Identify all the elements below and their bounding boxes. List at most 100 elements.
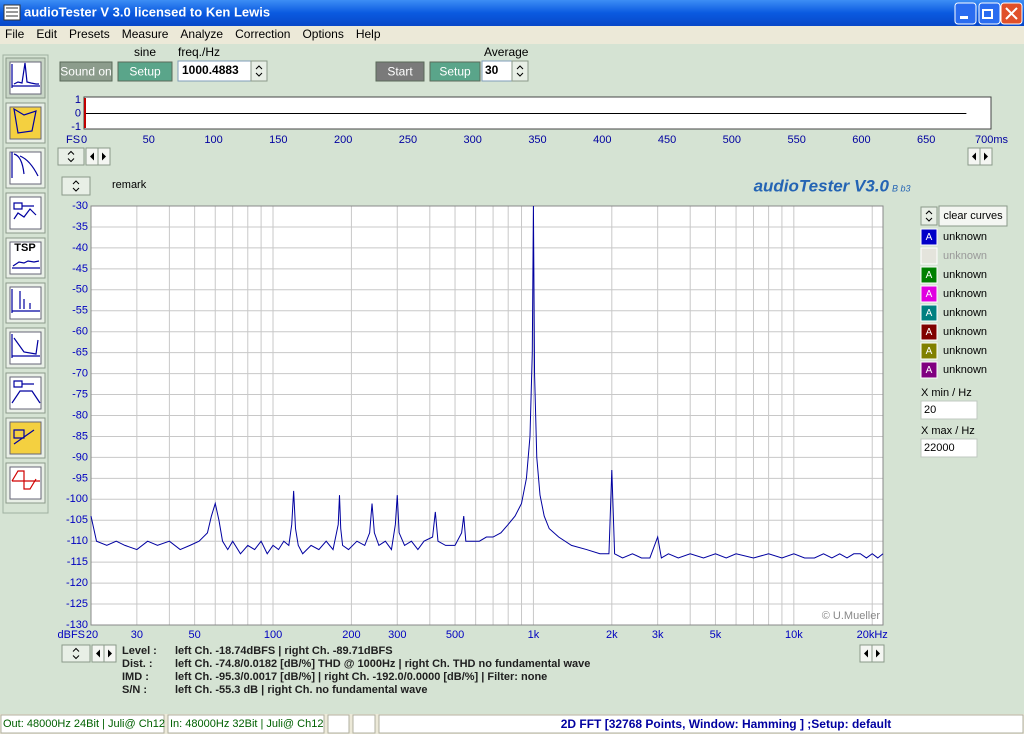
y-tick-label: -130 xyxy=(66,619,88,631)
status-out: Out: 48000Hz 24Bit | Juli@ Ch12 xyxy=(3,718,165,730)
scroll-arrow xyxy=(108,649,112,658)
setup-button[interactable] xyxy=(117,61,173,82)
curve-label: unknown xyxy=(943,269,987,281)
curve-swatch[interactable] xyxy=(920,342,938,360)
scope-x-tick-label: 250 xyxy=(399,134,417,146)
info-value: left Ch. -18.74dBFS | right Ch. -89.71dB… xyxy=(175,645,393,657)
curve-swatch[interactable] xyxy=(920,304,938,322)
scope-x-tick-label: 200 xyxy=(334,134,352,146)
y-tick-label: -75 xyxy=(72,388,88,400)
menu-bar xyxy=(0,26,1024,44)
x-tick-label: 20kHz xyxy=(857,629,888,641)
menu-item: Analyze xyxy=(180,27,223,41)
spectrum-line xyxy=(90,205,884,559)
plot-border xyxy=(90,205,884,626)
clear-curves-button[interactable] xyxy=(938,205,1008,227)
tool-icon-glyph xyxy=(11,62,40,88)
scope-x-tick-label: 600 xyxy=(852,134,870,146)
y-tick-label: -70 xyxy=(72,368,88,380)
y-tick-label: -100 xyxy=(66,493,88,505)
info-label: S/N : xyxy=(122,684,147,696)
remark-label: remark xyxy=(112,179,147,191)
scroll-arrow xyxy=(90,152,94,161)
spin-button[interactable] xyxy=(511,60,529,82)
scope-x-tick-label: 550 xyxy=(787,134,805,146)
spin-arrows xyxy=(67,150,75,163)
scope-unit-label: FS xyxy=(66,134,80,146)
curve-letter: A xyxy=(926,308,933,319)
freq-value: 1000.4883 xyxy=(182,63,239,77)
xmax-input[interactable] xyxy=(920,438,978,458)
xmax-label: X max / Hz xyxy=(921,425,975,437)
curve-swatch[interactable] xyxy=(920,361,938,379)
x-tick-label: 200 xyxy=(342,629,360,641)
spin-button[interactable] xyxy=(61,644,91,663)
menu-item: File xyxy=(5,27,25,41)
scope-x-tick-label: 650 xyxy=(917,134,935,146)
spin-button[interactable] xyxy=(57,147,85,166)
tool-icon-label: TSP xyxy=(14,242,35,254)
tool-icon-glyph xyxy=(11,380,41,404)
curve-swatch[interactable] xyxy=(920,228,938,246)
x-tick-label: 300 xyxy=(388,629,406,641)
window-title: audioTester V 3.0 licensed to Ken Lewis xyxy=(24,4,270,19)
y-tick-label: -105 xyxy=(66,514,88,526)
curve-swatch[interactable] xyxy=(920,266,938,284)
y-tick-label: -80 xyxy=(72,409,88,421)
info-label: Dist. : xyxy=(122,658,153,670)
curve-label: unknown xyxy=(943,345,987,357)
close-glyph xyxy=(1005,7,1018,20)
sound-on-button[interactable] xyxy=(59,61,113,82)
curve-label: unknown xyxy=(943,326,987,338)
spin-arrows xyxy=(72,647,80,660)
scroll-arrow xyxy=(102,152,106,161)
start-button[interactable] xyxy=(375,61,425,82)
x-tick-label: 3k xyxy=(652,629,664,641)
status-panel xyxy=(352,714,376,734)
spin-button[interactable] xyxy=(920,206,938,226)
curve-swatch[interactable] xyxy=(920,323,938,341)
setup-button-label: Setup xyxy=(439,65,471,79)
info-value: left Ch. -55.3 dB | right Ch. no fundame… xyxy=(175,684,427,696)
y-tick-label: -125 xyxy=(66,598,88,610)
scope-x-tick-label: 50 xyxy=(143,134,155,146)
menu-item: Edit xyxy=(36,27,57,41)
curve-swatch[interactable] xyxy=(920,247,938,265)
scope-x-tick-label: 0 xyxy=(81,134,87,146)
menu-item: Measure xyxy=(122,27,169,41)
title-bar xyxy=(0,0,1024,26)
setup-button[interactable] xyxy=(429,61,481,82)
scroll-arrow xyxy=(864,649,868,658)
y-tick-label: -50 xyxy=(72,284,88,296)
minimize-glyph xyxy=(960,16,968,19)
curve-letter: A xyxy=(926,327,933,338)
spin-button[interactable] xyxy=(250,60,268,82)
brand: audioTester V3.0 xyxy=(754,176,890,195)
scope-x-tick-label: 350 xyxy=(528,134,546,146)
tool-icon-glyph xyxy=(11,289,40,313)
xmin-input[interactable] xyxy=(920,400,978,420)
curve-swatch[interactable] xyxy=(920,285,938,303)
tool-icon-glyph xyxy=(12,260,40,269)
spin-button[interactable] xyxy=(61,176,91,196)
xmax-value: 22000 xyxy=(924,442,955,454)
curve-letter: A xyxy=(926,365,933,376)
y-tick-label: -65 xyxy=(72,347,88,359)
tool-icon-glyph xyxy=(11,334,40,358)
tool-icon-glyph xyxy=(13,107,37,134)
x-tick-label: 20 xyxy=(86,629,98,641)
xmin-value: 20 xyxy=(924,404,936,416)
copyright: © U.Mueller xyxy=(822,610,881,622)
scope-y-tick-label: -1 xyxy=(71,121,81,133)
waveform-label: sine xyxy=(134,45,156,59)
minimize-button[interactable] xyxy=(954,2,977,25)
x-tick-label: 50 xyxy=(189,629,201,641)
tool-icon-face xyxy=(9,151,42,185)
scope-x-tick-label: 400 xyxy=(593,134,611,146)
y-tick-label: -60 xyxy=(72,326,88,338)
tool-icon-glyph xyxy=(11,470,40,490)
y-tick-label: -85 xyxy=(72,430,88,442)
scroll-arrow xyxy=(876,649,880,658)
scope-x-tick-label: 100 xyxy=(204,134,222,146)
y-unit-label: dBFS xyxy=(57,629,85,641)
